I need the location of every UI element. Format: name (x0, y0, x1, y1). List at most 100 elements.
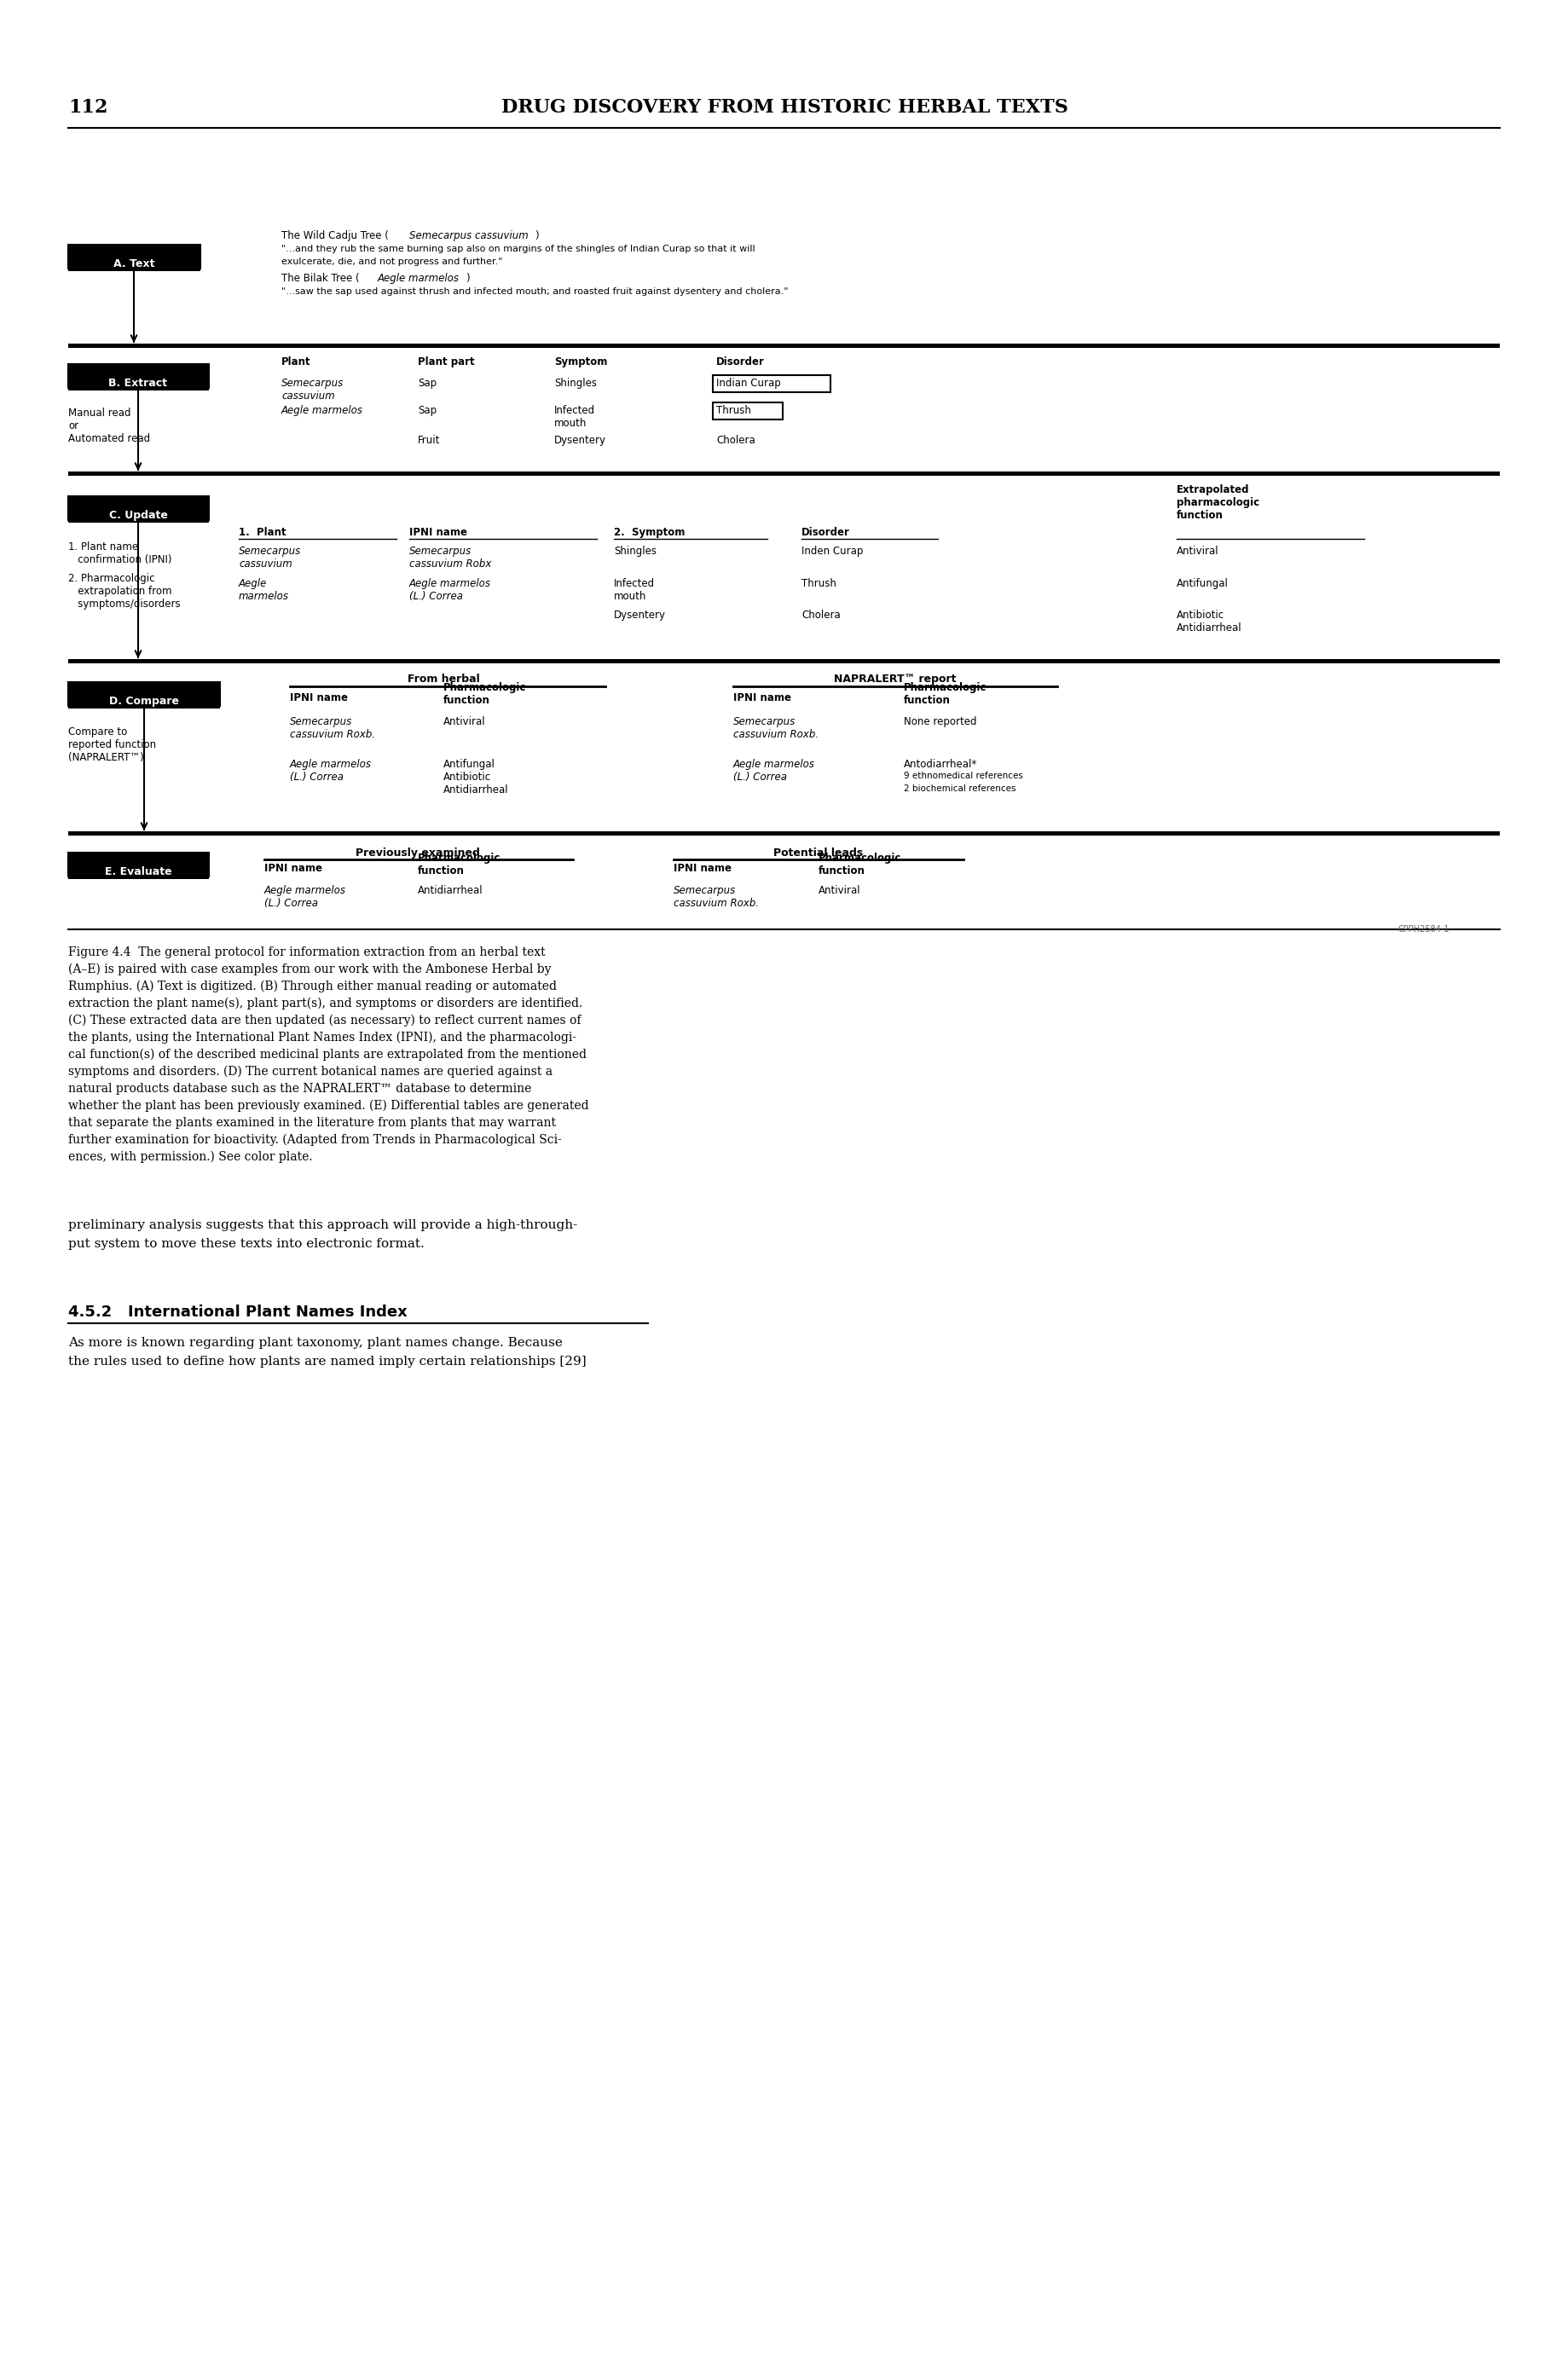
Text: (L.) Correa: (L.) Correa (265, 897, 318, 909)
Text: Automated read: Automated read (69, 433, 151, 445)
Text: cal function(s) of the described medicinal plants are extrapolated from the ment: cal function(s) of the described medicin… (69, 1048, 586, 1060)
Text: Aegle marmelos: Aegle marmelos (409, 577, 491, 589)
Bar (713, 376, 831, 393)
Text: whether the plant has been previously examined. (E) Differential tables are gene: whether the plant has been previously ex… (69, 1100, 590, 1112)
Bar (69, 518, 209, 523)
Text: symptoms/disorders: symptoms/disorders (69, 599, 180, 610)
Text: put system to move these texts into electronic format.: put system to move these texts into elec… (69, 1237, 425, 1249)
Text: Indian Curap: Indian Curap (717, 379, 781, 388)
Text: extrapolation from: extrapolation from (69, 587, 172, 596)
Text: Antiviral: Antiviral (818, 885, 861, 897)
Text: Aegle marmelos: Aegle marmelos (281, 405, 364, 416)
Text: Semecarpus: Semecarpus (281, 379, 343, 388)
Text: natural products database such as the NAPRALERT™ database to determine: natural products database such as the NA… (69, 1084, 532, 1095)
Text: Dysentery: Dysentery (615, 610, 666, 620)
Text: Antidiarrheal: Antidiarrheal (444, 786, 508, 795)
Text: 2 biochemical references: 2 biochemical references (903, 786, 1016, 793)
Text: NAPRALERT™ report: NAPRALERT™ report (834, 674, 956, 684)
Text: B. Extract: B. Extract (108, 379, 168, 388)
Text: Pharmacologic: Pharmacologic (444, 681, 527, 693)
Text: cassuvium: cassuvium (281, 390, 336, 402)
Text: IPNI name: IPNI name (674, 864, 732, 873)
Text: CPPH2584-1: CPPH2584-1 (1399, 925, 1449, 935)
Text: Antidiarrheal: Antidiarrheal (417, 885, 483, 897)
Text: (L.) Correa: (L.) Correa (409, 592, 463, 601)
Bar (69, 265, 201, 272)
Text: Antodiarrheal*: Antodiarrheal* (903, 759, 977, 769)
Text: cassuvium Roxb.: cassuvium Roxb. (674, 897, 759, 909)
Text: function: function (444, 696, 491, 705)
Text: Symptom: Symptom (554, 357, 607, 367)
Text: "...and they rub the same burning sap also on margins of the shingles of Indian : "...and they rub the same burning sap al… (281, 244, 756, 253)
Text: further examination for bioactivity. (Adapted from Trends in Pharmacological Sci: further examination for bioactivity. (Ad… (69, 1133, 561, 1145)
Text: (A–E) is paired with case examples from our work with the Ambonese Herbal by: (A–E) is paired with case examples from … (69, 963, 552, 975)
Text: Rumphius. (A) Text is digitized. (B) Through either manual reading or automated: Rumphius. (A) Text is digitized. (B) Thr… (69, 980, 557, 994)
Bar (69, 873, 209, 880)
Bar (69, 703, 220, 707)
Text: 1. Plant name: 1. Plant name (69, 542, 138, 554)
Text: Previously examined: Previously examined (356, 847, 480, 859)
Text: Plant: Plant (281, 357, 310, 367)
Bar (69, 343, 1499, 348)
Text: Antifungal: Antifungal (1176, 577, 1229, 589)
Text: function: function (1176, 509, 1223, 521)
Text: cassuvium Robx: cassuvium Robx (409, 558, 491, 570)
Text: Antiviral: Antiviral (444, 717, 486, 726)
Text: Infected: Infected (615, 577, 655, 589)
Text: (L.) Correa: (L.) Correa (734, 771, 787, 783)
Bar (69, 364, 209, 388)
Text: Antidiarrheal: Antidiarrheal (1176, 622, 1242, 634)
Text: Semecarpus: Semecarpus (290, 717, 353, 726)
Text: IPNI name: IPNI name (290, 693, 348, 703)
Text: Aegle: Aegle (238, 577, 267, 589)
Text: Antibiotic: Antibiotic (444, 771, 491, 783)
Text: Sap: Sap (417, 405, 436, 416)
Text: From herbal: From herbal (408, 674, 480, 684)
Text: the plants, using the International Plant Names Index (IPNI), and the pharmacolo: the plants, using the International Plan… (69, 1032, 577, 1043)
Text: Fruit: Fruit (417, 435, 441, 445)
Text: Compare to: Compare to (69, 726, 127, 738)
Text: Dysentery: Dysentery (554, 435, 607, 445)
Text: 9 ethnomedical references: 9 ethnomedical references (903, 771, 1022, 781)
Text: extraction the plant name(s), plant part(s), and symptoms or disorders are ident: extraction the plant name(s), plant part… (69, 998, 583, 1010)
Text: Sap: Sap (417, 379, 436, 388)
Text: As more is known regarding plant taxonomy, plant names change. Because: As more is known regarding plant taxonom… (69, 1337, 563, 1349)
Text: Antifungal: Antifungal (444, 759, 495, 769)
Text: 2. Pharmacologic: 2. Pharmacologic (69, 573, 155, 584)
Text: Plant part: Plant part (417, 357, 475, 367)
Text: Semecarpus: Semecarpus (734, 717, 795, 726)
Text: DRUG DISCOVERY FROM HISTORIC HERBAL TEXTS: DRUG DISCOVERY FROM HISTORIC HERBAL TEXT… (502, 97, 1068, 116)
Text: mouth: mouth (615, 592, 646, 601)
Text: Figure 4.4  The general protocol for information extraction from an herbal text: Figure 4.4 The general protocol for info… (69, 946, 546, 958)
Text: Thrush: Thrush (717, 405, 751, 416)
Text: Aegle marmelos: Aegle marmelos (265, 885, 347, 897)
Text: 1.  Plant: 1. Plant (238, 528, 287, 537)
Text: the rules used to define how plants are named imply certain relationships [29]: the rules used to define how plants are … (69, 1356, 586, 1368)
Text: ): ) (466, 272, 469, 284)
Bar (69, 386, 209, 390)
Text: ences, with permission.) See color plate.: ences, with permission.) See color plate… (69, 1150, 312, 1164)
Text: reported function: reported function (69, 738, 157, 750)
Text: Semecarpus: Semecarpus (674, 885, 735, 897)
Bar (69, 852, 209, 875)
Text: Disorder: Disorder (801, 528, 850, 537)
Text: A. Text: A. Text (113, 258, 155, 270)
Text: Cholera: Cholera (801, 610, 840, 620)
Text: Pharmacologic: Pharmacologic (903, 681, 986, 693)
Text: or: or (69, 421, 78, 431)
Text: Pharmacologic: Pharmacologic (818, 852, 902, 864)
Text: The Wild Cadju Tree (: The Wild Cadju Tree ( (281, 230, 389, 241)
Text: "...saw the sap used against thrush and infected mouth; and roasted fruit agains: "...saw the sap used against thrush and … (281, 286, 789, 296)
Bar (69, 660, 1499, 662)
Text: IPNI name: IPNI name (265, 864, 323, 873)
Text: 112: 112 (69, 97, 108, 116)
Bar (69, 830, 1499, 835)
Text: IPNI name: IPNI name (734, 693, 792, 703)
Text: function: function (417, 866, 464, 875)
Bar (69, 681, 220, 705)
Text: exulcerate, die, and not progress and further.": exulcerate, die, and not progress and fu… (281, 258, 503, 265)
Text: Aegle marmelos: Aegle marmelos (378, 272, 459, 284)
Text: IPNI name: IPNI name (409, 528, 467, 537)
Text: 2.  Symptom: 2. Symptom (615, 528, 685, 537)
Text: Antibiotic: Antibiotic (1176, 610, 1225, 620)
